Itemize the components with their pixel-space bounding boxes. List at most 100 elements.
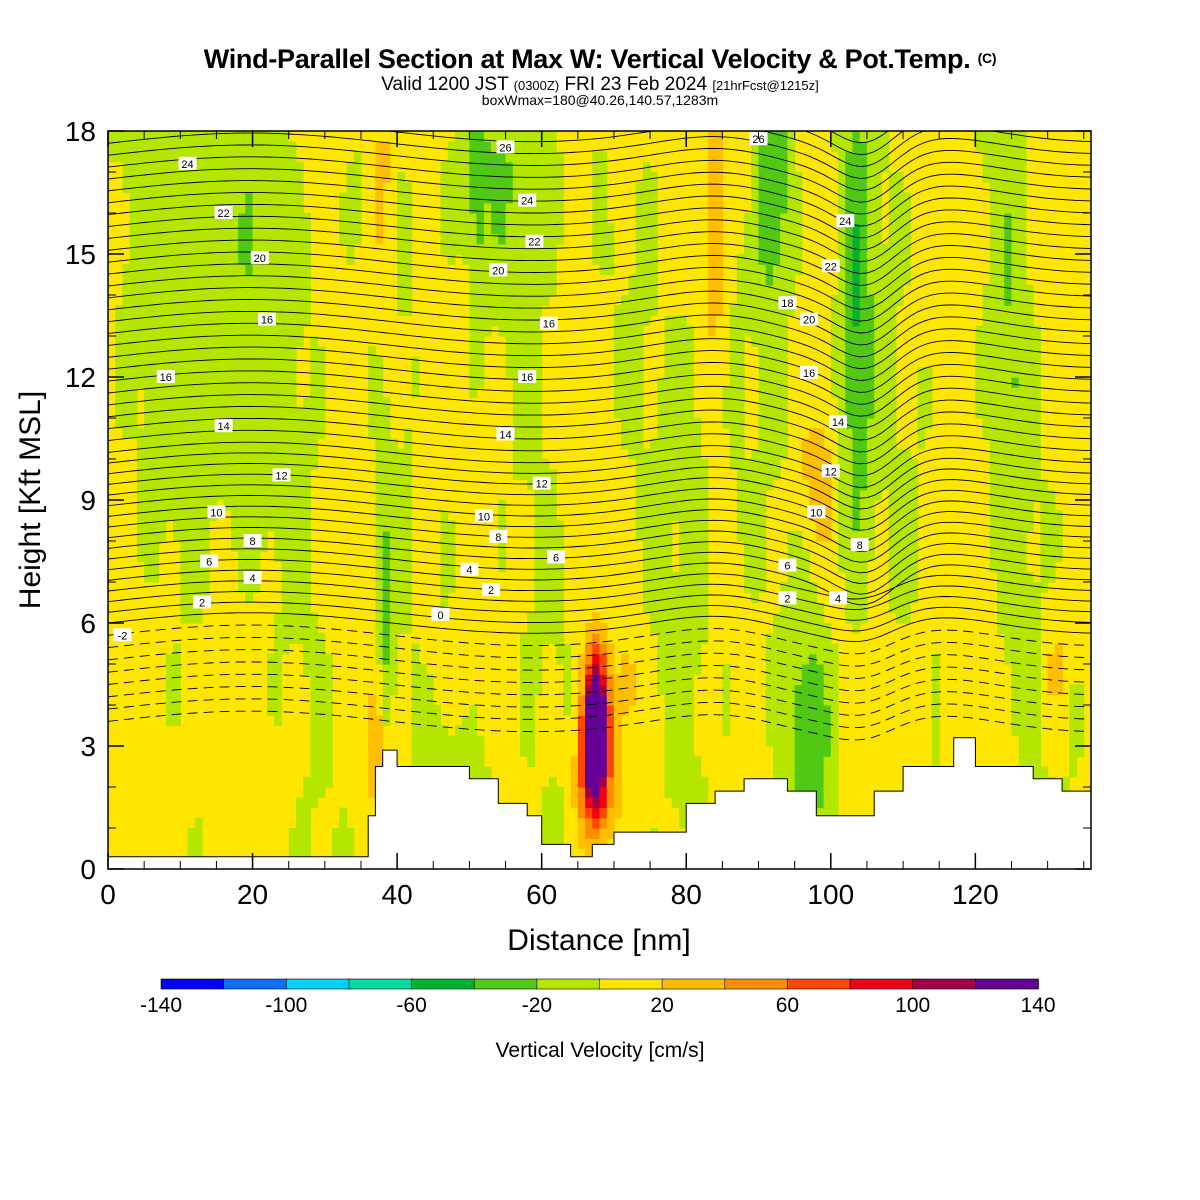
field-cell [534,213,543,224]
field-cell [180,192,189,204]
field-cell [657,387,666,399]
field-cell [1069,705,1078,716]
field-cell [657,643,666,655]
field-cell [512,346,521,358]
field-cell [201,202,210,214]
field-cell [187,202,196,214]
field-cell [599,643,608,655]
field-cell [924,407,933,419]
field-cell [462,131,470,142]
theta-contour [108,62,1091,107]
contour-label: 8 [250,536,256,548]
field-cell [671,469,680,481]
field-cell [447,756,456,768]
field-cell [469,377,478,388]
field-cell [375,161,384,173]
field-cell [621,653,630,665]
field-cell [679,530,687,542]
field-cell [751,284,760,296]
field-cell [664,653,673,665]
field-cell [136,141,145,153]
contour-label-bg [496,427,515,441]
field-cell [303,500,311,511]
field-cell [158,479,167,491]
field-cell [997,500,1005,511]
field-cell [303,653,311,665]
field-cell [1011,664,1020,675]
field-cell [281,397,290,409]
field-cell [245,315,254,327]
field-cell [787,756,796,768]
field-cell [931,746,940,757]
field-cell [440,592,449,604]
field-cell [570,787,579,798]
field-cell [527,612,536,624]
field-cell [541,541,550,552]
field-cell [136,510,145,522]
field-cell [144,438,152,450]
field-cell [903,612,911,624]
theta-contour [108,358,1091,405]
field-cell [136,530,145,542]
field-cell [245,438,254,450]
contour-label: 22 [825,261,837,273]
field-cell [1004,325,1013,337]
field-cell [180,325,189,337]
field-cell [1018,664,1027,675]
field-cell [252,141,261,153]
field-cell [180,469,189,481]
field-cell [693,797,702,809]
field-cell [1018,223,1027,235]
field-cell [527,161,536,173]
field-cell [151,377,160,388]
field-cell [859,561,868,573]
field-cell [259,161,268,173]
field-cell [679,479,687,491]
field-cell [895,541,904,552]
field-cell [115,407,124,419]
field-cell [823,766,832,778]
field-cell [744,520,752,532]
field-cell [158,254,167,265]
field-cell [245,510,254,522]
field-cell [397,510,405,522]
field-cell [469,315,478,327]
field-cell [556,202,564,214]
field-cell [1040,551,1049,563]
field-cell [267,366,275,378]
field-cell [563,684,572,696]
field-cell [173,694,181,706]
field-cell [693,520,702,532]
field-cell [136,264,145,276]
field-cell [801,735,810,747]
field-cell [418,756,427,768]
field-cell [375,202,384,214]
field-cell [816,428,825,440]
field-cell [548,284,557,296]
field-cell [476,295,485,306]
field-cell [303,428,311,440]
field-cell [816,438,825,450]
field-cell [476,356,485,368]
field-cell [404,500,413,511]
field-cell [238,202,246,214]
field-cell [794,551,803,563]
field-cell [650,612,658,624]
field-cell [281,551,290,563]
field-cell [664,612,673,624]
field-cell [252,223,261,235]
field-cell [541,192,550,204]
field-cell [577,838,586,850]
field-cell [303,828,311,839]
field-cell [1025,705,1034,716]
field-cell [758,243,767,255]
field-cell [613,346,622,358]
field-cell [635,346,644,358]
field-cell [548,520,557,532]
field-cell [577,797,586,809]
field-cell [519,746,528,757]
field-cell [599,233,608,245]
field-cell [1018,643,1027,655]
field-cell [765,653,774,665]
field-cell [809,602,817,614]
